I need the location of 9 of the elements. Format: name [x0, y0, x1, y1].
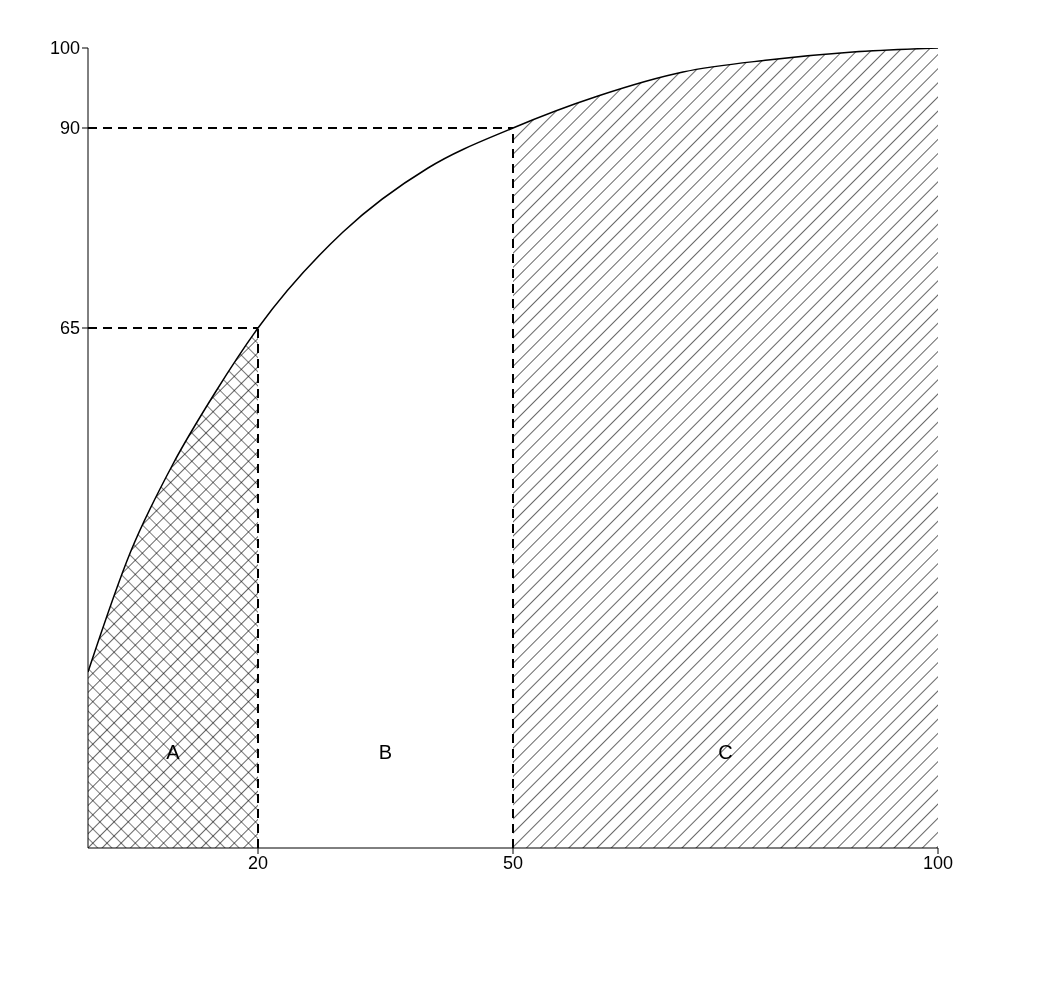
x-tick-label: 100: [922, 852, 954, 873]
y-tick-label: 90: [59, 118, 80, 139]
x-tick-label: 20: [247, 852, 269, 873]
annotation: C: [718, 741, 733, 764]
x-tick-label: 50: [502, 852, 524, 873]
y-tick-label: 100: [49, 38, 80, 59]
annotation: B: [378, 741, 393, 764]
y-tick-label: 65: [59, 318, 80, 339]
annotation: A: [166, 741, 181, 764]
